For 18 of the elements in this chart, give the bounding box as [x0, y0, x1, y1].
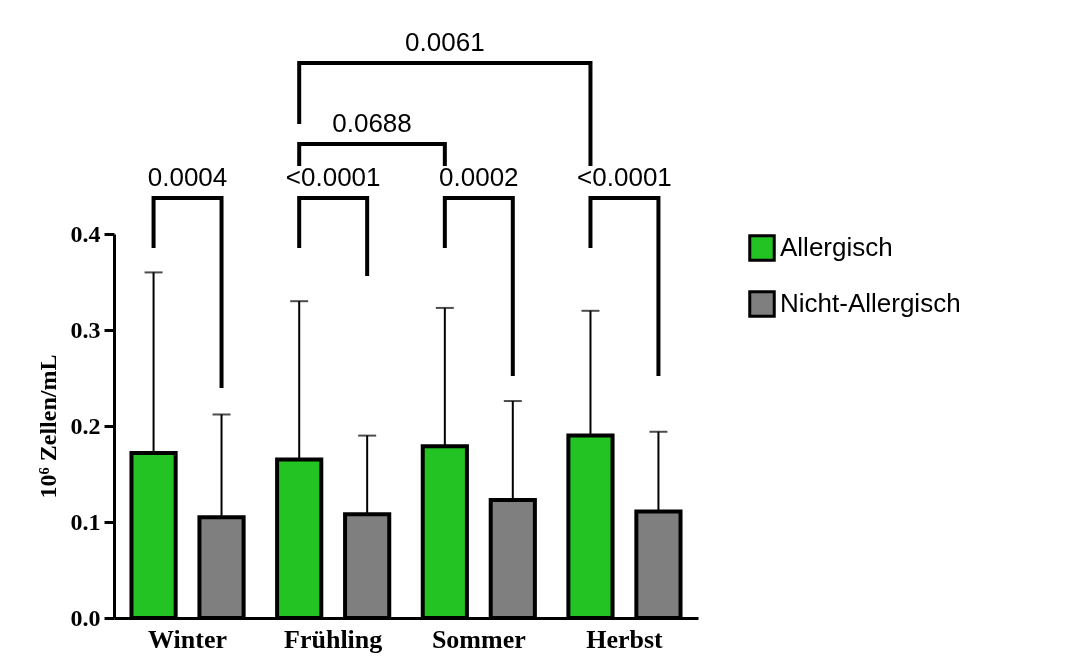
- text: <0.0001: [577, 162, 672, 192]
- x-tick-label: Winter: [148, 624, 228, 654]
- text: <0.0001: [285, 162, 381, 192]
- text: 0.0004: [147, 162, 228, 192]
- y-tick-label: 0.2: [70, 412, 101, 439]
- x-tick-label: Sommer: [431, 624, 526, 654]
- y-axis-title: 10⁶ Zellen/mL: [34, 354, 61, 499]
- y-tick-label: 0.4: [70, 220, 101, 247]
- x-tick-label: Herbst: [586, 624, 664, 654]
- y-tick-label: 0.3: [70, 316, 101, 343]
- text: 0.0688: [332, 108, 412, 138]
- text: 0.0061: [405, 27, 485, 57]
- y-tick-label: 0.0: [70, 604, 101, 631]
- legend-label: Allergisch: [780, 232, 893, 262]
- x-tick-label: Frühling: [284, 624, 383, 654]
- text: 0.0002: [439, 162, 519, 192]
- legend-label: Nicht-Allergisch: [780, 288, 961, 318]
- y-tick-label: 0.1: [70, 508, 101, 535]
